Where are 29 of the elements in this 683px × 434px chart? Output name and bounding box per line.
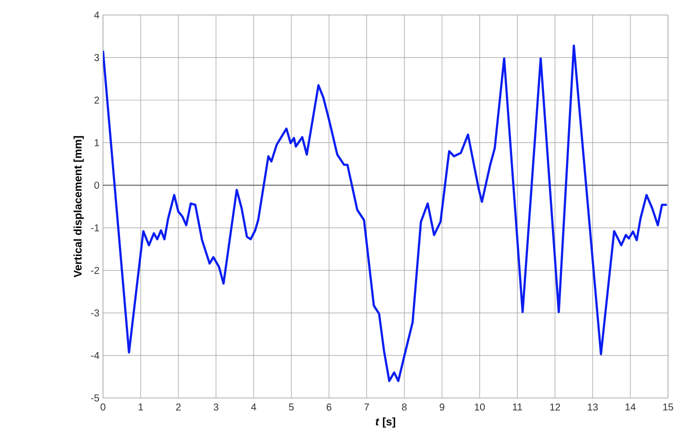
y-axis-title: Vertical displacement [mm] xyxy=(74,136,84,278)
x-tick-label: 11 xyxy=(512,404,522,410)
y-tick-label: 3 xyxy=(94,54,100,62)
line-series xyxy=(103,44,668,382)
y-tick-label: 2 xyxy=(94,96,99,104)
x-tick-label: 4 xyxy=(251,404,256,410)
x-tick-label: 6 xyxy=(326,404,332,411)
x-tick-label: 15 xyxy=(663,404,674,410)
y-tick-label: -2 xyxy=(91,266,99,274)
y-tick-label: -3 xyxy=(91,309,100,316)
x-tick-label: 3 xyxy=(214,404,218,411)
y-tick-label: -5 xyxy=(91,394,100,402)
y-tick-label: 1 xyxy=(94,139,100,146)
y-tick-label: -1 xyxy=(91,224,100,232)
x-axis-title: t [s] xyxy=(376,417,396,428)
x-tick-label: 7 xyxy=(364,404,369,410)
x-tick-label: 10 xyxy=(474,404,485,411)
y-tick-label: -4 xyxy=(91,352,100,359)
x-tick-label: 14 xyxy=(626,404,636,410)
x-tick-label: 13 xyxy=(588,404,598,411)
y-tick-label: 0 xyxy=(94,182,100,189)
x-tick-label: 0 xyxy=(100,404,106,411)
x-tick-label: 9 xyxy=(440,404,444,411)
x-tick-label: 5 xyxy=(288,404,294,410)
x-tick-label: 1 xyxy=(138,404,143,410)
x-tick-label: 8 xyxy=(402,404,407,411)
y-tick-label: 4 xyxy=(94,12,100,18)
x-tick-label: 2 xyxy=(176,404,181,410)
x-tick-label: 12 xyxy=(550,404,560,410)
